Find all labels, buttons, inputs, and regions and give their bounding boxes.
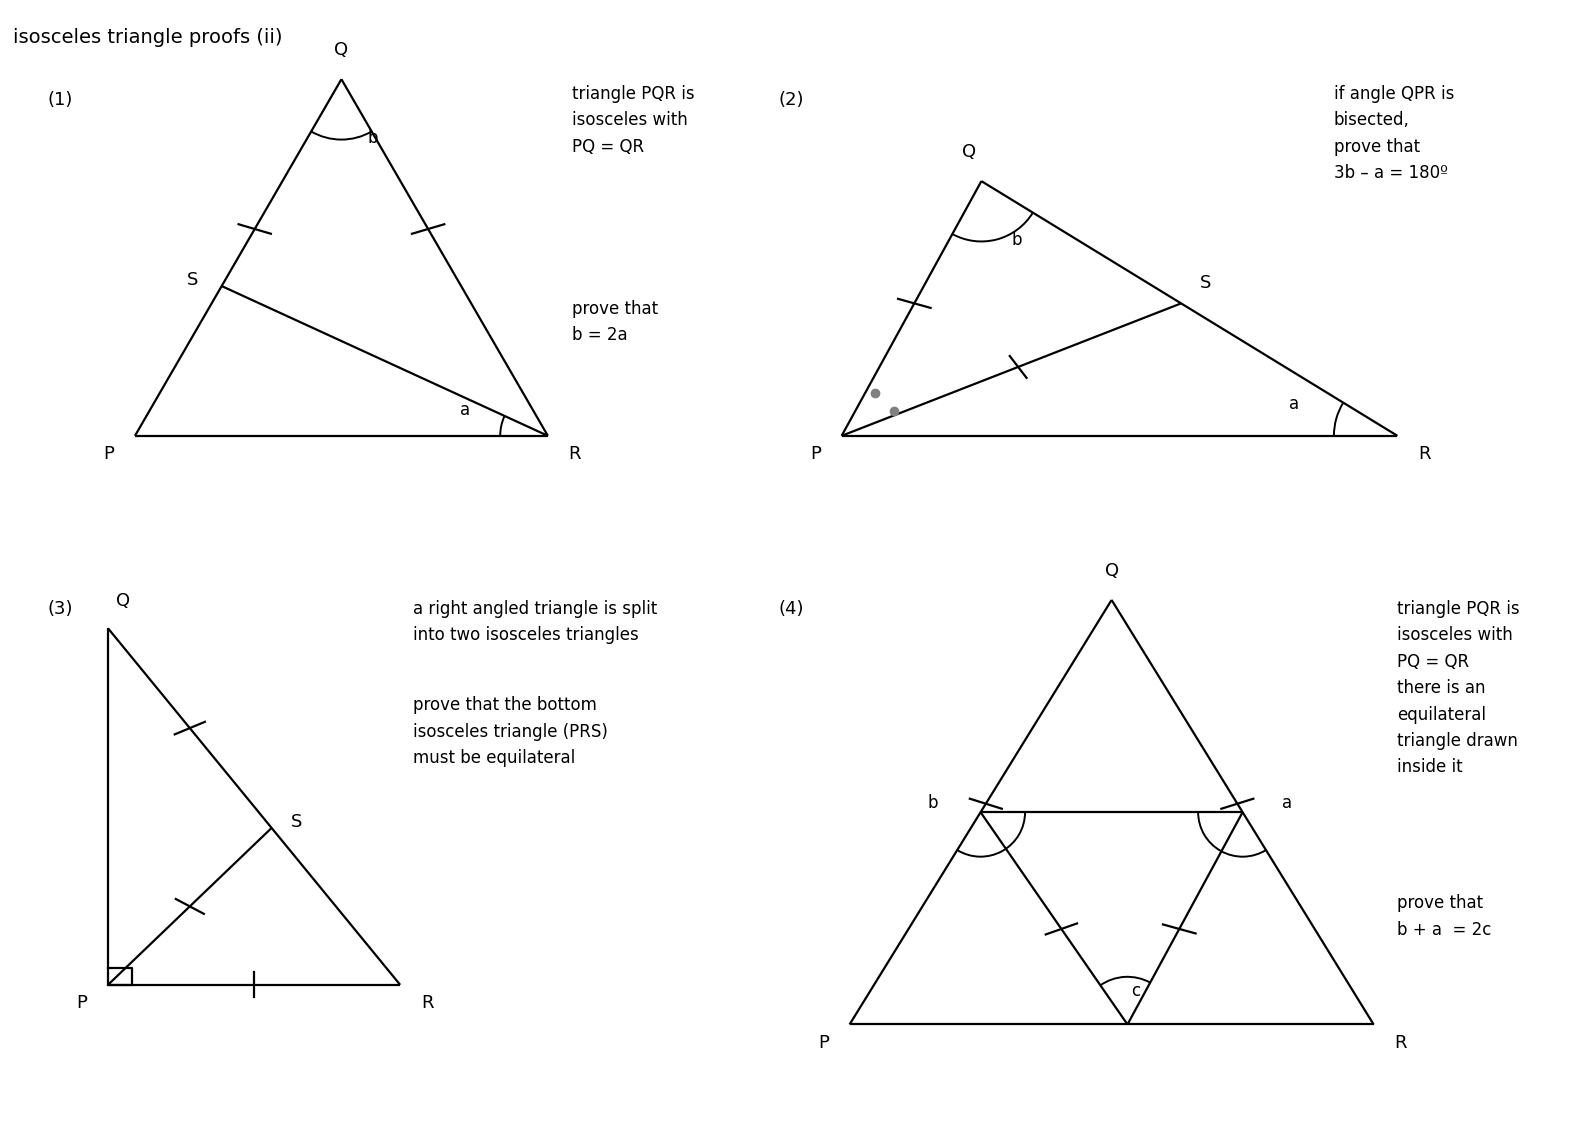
Text: P: P [810,445,821,463]
Text: b: b [368,129,378,147]
Text: R: R [1394,1034,1407,1052]
Text: b: b [927,795,939,812]
Text: prove that
b = 2a: prove that b = 2a [572,300,657,344]
Text: P: P [818,1034,829,1052]
Text: (4): (4) [778,600,804,618]
Text: prove that
b + a  = 2c: prove that b + a = 2c [1397,894,1491,938]
Text: (2): (2) [778,91,804,109]
Text: P: P [76,994,87,1012]
Text: b: b [1012,231,1021,249]
Text: prove that the bottom
isosceles triangle (PRS)
must be equilateral: prove that the bottom isosceles triangle… [413,696,608,767]
Text: R: R [421,994,434,1012]
Text: S: S [291,813,302,831]
Text: (3): (3) [48,600,73,618]
Text: Q: Q [962,143,975,161]
Text: R: R [1418,445,1431,463]
Text: isosceles triangle proofs (ii): isosceles triangle proofs (ii) [13,28,283,48]
Text: P: P [103,445,114,463]
Text: Q: Q [1105,561,1118,580]
Text: (1): (1) [48,91,73,109]
Text: triangle PQR is
isosceles with
PQ = QR: triangle PQR is isosceles with PQ = QR [572,85,694,156]
Text: a: a [1282,795,1293,812]
Text: S: S [186,272,198,290]
Text: if angle QPR is
bisected,
prove that
3b – a = 180º: if angle QPR is bisected, prove that 3b … [1334,85,1455,182]
Text: Q: Q [116,592,130,610]
Text: S: S [1201,274,1212,292]
Text: Q: Q [335,41,348,59]
Text: a: a [461,401,470,419]
Text: triangle PQR is
isosceles with
PQ = QR
there is an
equilateral
triangle drawn
in: triangle PQR is isosceles with PQ = QR t… [1397,600,1520,777]
Text: R: R [569,445,581,463]
Text: a right angled triangle is split
into two isosceles triangles: a right angled triangle is split into tw… [413,600,657,644]
Text: c: c [1131,981,1140,1000]
Text: a: a [1289,395,1299,413]
